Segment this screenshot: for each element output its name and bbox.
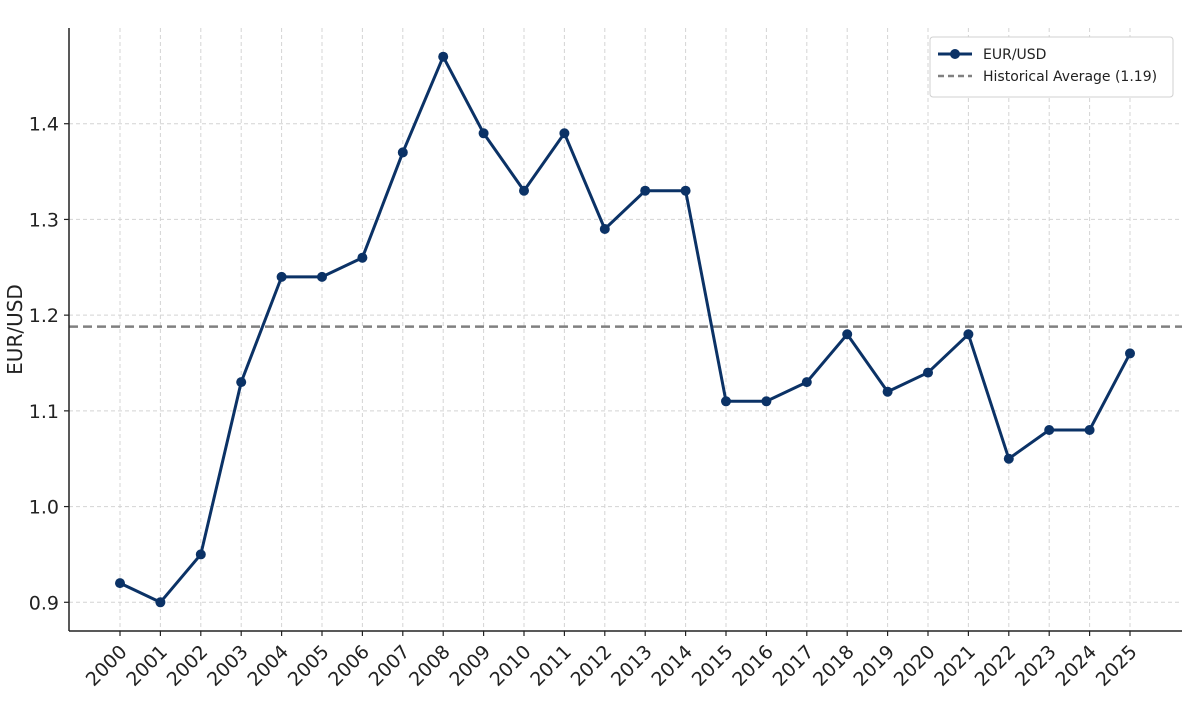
- data-point: [1125, 348, 1135, 359]
- x-tick-label: 2004: [243, 641, 293, 691]
- legend-average-label: Historical Average (1.19): [983, 69, 1157, 85]
- x-tick-label: 2018: [809, 641, 859, 691]
- series-group: [115, 51, 1135, 608]
- x-tick-label: 2023: [1011, 641, 1061, 691]
- y-tick-label: 1.2: [29, 305, 59, 327]
- y-tick-label: 1.0: [29, 497, 59, 519]
- x-tick-label: 2014: [647, 641, 697, 691]
- data-point: [963, 329, 974, 340]
- x-tick-label: 2008: [405, 641, 455, 691]
- x-tick-label: 2009: [445, 641, 495, 691]
- data-point: [115, 578, 125, 589]
- y-tick-label: 0.9: [29, 592, 59, 614]
- x-tick-label: 2006: [324, 641, 374, 691]
- legend: EUR/USD Historical Average (1.19): [929, 36, 1174, 98]
- data-point: [1044, 425, 1055, 435]
- data-point: [519, 185, 529, 196]
- data-point: [680, 185, 691, 196]
- data-point: [357, 252, 368, 263]
- data-point: [761, 396, 772, 407]
- tick-labels: 0.91.01.11.21.31.42000200120022003200420…: [29, 114, 1142, 691]
- x-tick-label: 2019: [849, 641, 899, 691]
- data-point: [236, 377, 247, 388]
- data-point: [195, 549, 206, 560]
- legend-series-marker-icon: [950, 49, 960, 59]
- data-point: [438, 51, 449, 62]
- x-tick-label: 2024: [1051, 641, 1101, 691]
- x-tick-label: 2017: [769, 641, 819, 691]
- data-point: [559, 128, 570, 139]
- x-tick-label: 2003: [203, 641, 253, 691]
- data-point: [599, 224, 610, 234]
- data-point: [397, 147, 408, 158]
- x-tick-label: 2002: [163, 641, 213, 691]
- y-axis-label: EUR/USD: [3, 284, 27, 375]
- data-point: [882, 386, 893, 397]
- x-tick-label: 2020: [890, 641, 940, 691]
- series-line: [119, 55, 1132, 604]
- x-tick-label: 2000: [82, 641, 132, 691]
- data-point: [276, 271, 287, 282]
- x-tick-label: 2005: [284, 641, 334, 691]
- y-tick-label: 1.3: [29, 209, 59, 231]
- data-point: [1084, 425, 1095, 435]
- y-tick-label: 1.1: [29, 401, 59, 423]
- x-tick-label: 2015: [688, 641, 738, 691]
- x-tick-label: 2010: [486, 641, 536, 691]
- x-tick-label: 2022: [971, 641, 1021, 691]
- data-point: [640, 185, 651, 196]
- x-tick-label: 2021: [930, 641, 980, 691]
- legend-series-label: EUR/USD: [983, 47, 1046, 63]
- axes: [68, 28, 1182, 632]
- x-tick-label: 2013: [607, 641, 657, 691]
- x-tick-label: 2001: [122, 641, 172, 691]
- data-point: [1003, 453, 1014, 464]
- data-point: [721, 396, 731, 407]
- x-tick-label: 2025: [1092, 641, 1142, 691]
- data-point: [842, 329, 853, 340]
- legend-box: [929, 36, 1174, 98]
- data-point: [317, 271, 327, 282]
- x-tick-label: 2007: [365, 641, 415, 691]
- data-point: [478, 128, 489, 139]
- y-tick-label: 1.4: [29, 114, 59, 136]
- x-tick-label: 2012: [567, 641, 617, 691]
- x-tick-label: 2011: [526, 641, 576, 691]
- data-point: [155, 597, 166, 608]
- data-point: [801, 377, 812, 388]
- grid: [69, 28, 1182, 631]
- x-tick-label: 2016: [728, 641, 778, 691]
- data-point: [923, 367, 933, 378]
